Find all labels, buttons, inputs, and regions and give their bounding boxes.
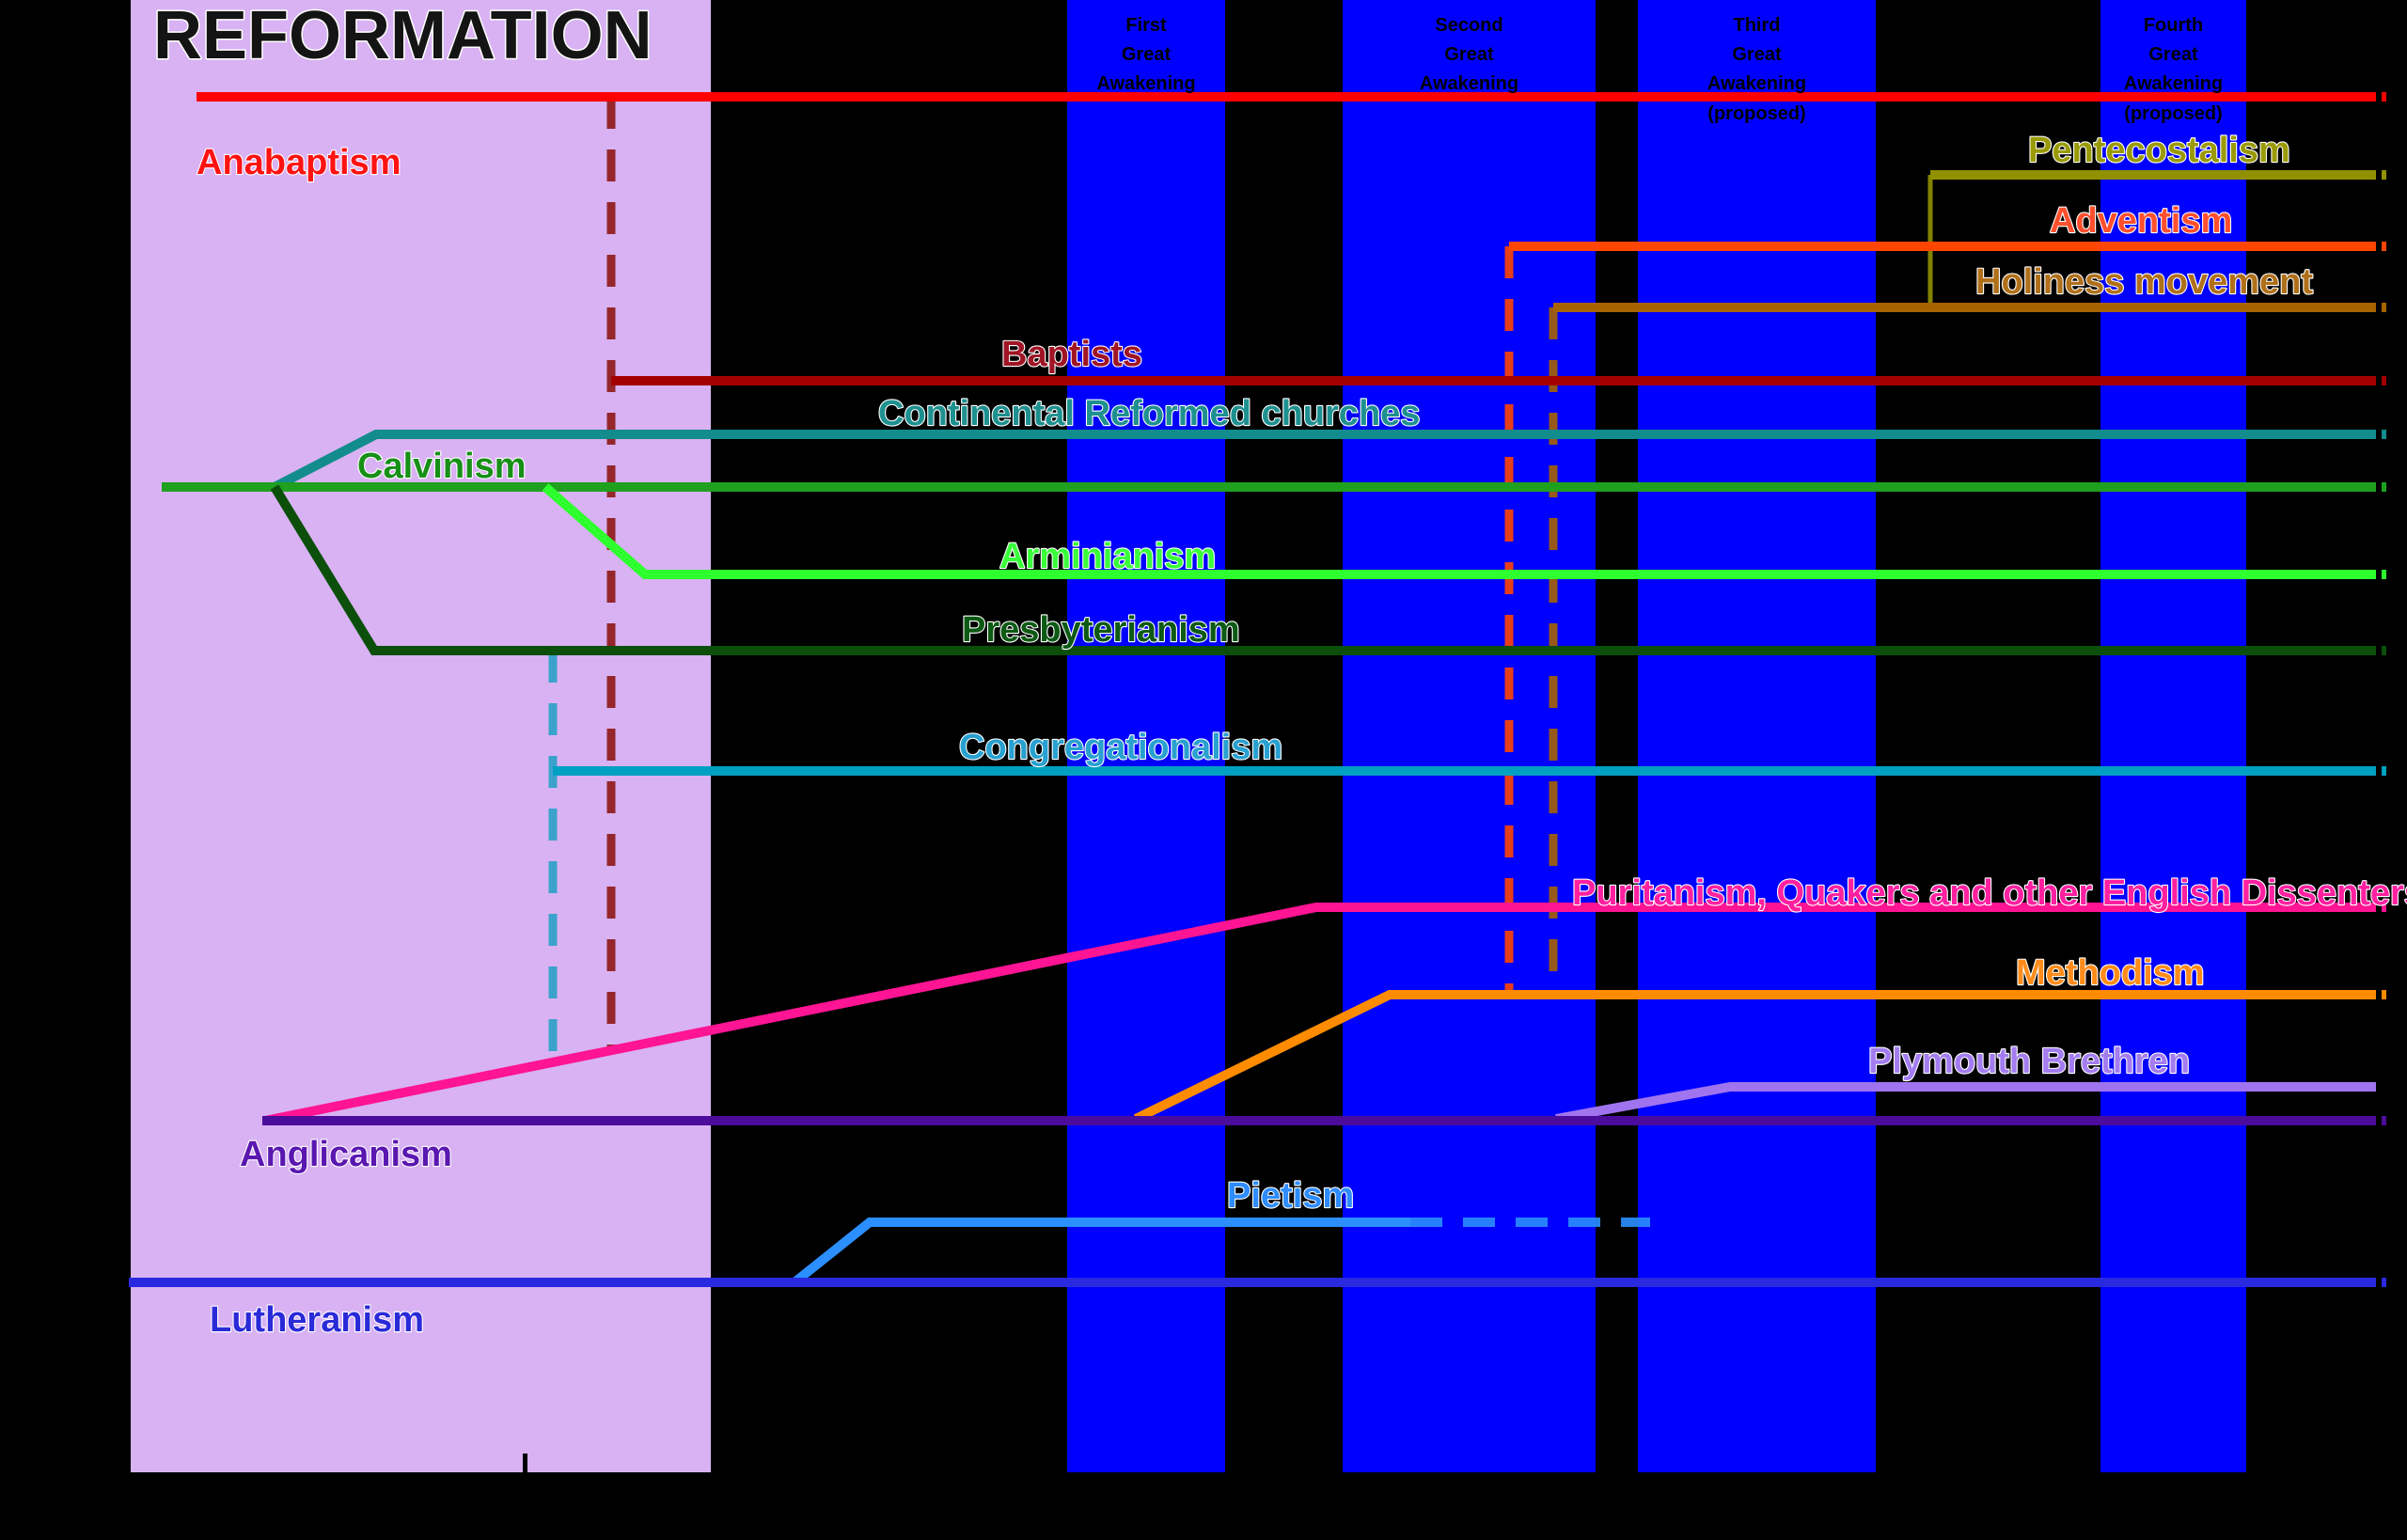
pietism-label: Pietism: [1227, 1176, 1354, 1216]
arminianism-line: [542, 483, 2386, 579]
adventism-label: Adventism: [2050, 201, 2232, 241]
plymouth-brethren-label: Plymouth Brethren: [1868, 1042, 2190, 1081]
anglicanism-label: Anglicanism: [240, 1135, 452, 1174]
fourth-great-awakening-caption-line1: Fourth: [2144, 15, 2203, 36]
second-great-awakening-caption-line3: Awakening: [1420, 73, 1518, 94]
presbyterianism-label: Presbyterianism: [962, 610, 1240, 650]
third-great-awakening-band: [1638, 0, 1876, 1472]
right-axis-break: [2376, 0, 2382, 1472]
pietism-line: [791, 1218, 1410, 1286]
continental-reformed-label: Continental Reformed churches: [878, 394, 1420, 433]
third-great-awakening-caption-line3: Awakening: [1707, 73, 1806, 94]
second-great-awakening-band: [1343, 0, 1596, 1472]
fourth-great-awakening-caption-line4: (proposed): [2124, 103, 2222, 124]
third-great-awakening-caption-line4: (proposed): [1707, 103, 1805, 124]
first-great-awakening-caption-line2: Great: [1122, 44, 1172, 65]
year-1600-tick: [523, 1454, 527, 1474]
puritanism-line: [264, 903, 2386, 1125]
presbyterianism-line: [270, 484, 2386, 655]
baptists-label: Baptists: [1001, 335, 1142, 374]
reformation-title: REFORMATION: [153, 0, 653, 73]
pentecostalism-label: Pentecostalism: [2028, 131, 2290, 170]
first-great-awakening-caption-line1: First: [1125, 15, 1167, 36]
third-great-awakening-caption-line1: Third: [1734, 15, 1781, 36]
congregationalism-label: Congregationalism: [959, 728, 1282, 767]
arminianism-label: Arminianism: [999, 537, 1216, 576]
third-great-awakening-caption-line2: Great: [1732, 44, 1782, 65]
holiness-movement-label: Holiness movement: [1975, 262, 2313, 302]
methodism-label: Methodism: [2016, 953, 2205, 993]
reformation-era-band: [131, 0, 711, 1472]
second-great-awakening-caption-line1: Second: [1435, 15, 1502, 36]
puritanism-label: Puritanism, Quakers and other English Di…: [1572, 873, 2407, 913]
continental-reformed-line: [272, 430, 2386, 492]
calvinism-label: Calvinism: [357, 447, 527, 486]
lutheranism-label: Lutheranism: [210, 1300, 424, 1340]
fourth-great-awakening-caption-line2: Great: [2148, 44, 2198, 65]
methodism-line: [1133, 990, 2386, 1124]
first-great-awakening-caption-line3: Awakening: [1096, 73, 1195, 94]
plymouth-brethren-line: [1555, 1082, 2382, 1124]
fourth-great-awakening-caption-line3: Awakening: [2124, 73, 2223, 94]
second-great-awakening-caption-line2: Great: [1444, 44, 1494, 65]
anabaptism-label: Anabaptism: [197, 143, 401, 182]
